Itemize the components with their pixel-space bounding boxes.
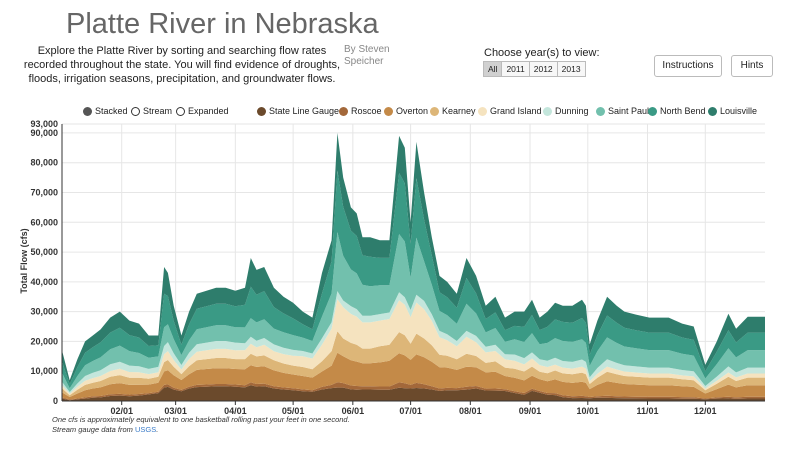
view-option-expanded[interactable]: Expanded [176,106,229,116]
x-tick-label: 03/01 [164,406,187,416]
area-louisville[interactable] [62,132,765,385]
legend-swatch [430,106,439,116]
legend-label: Roscoe [351,106,382,116]
footnote-line2: Stream gauge data from USGS. [52,425,350,435]
x-tick-label: 06/01 [342,406,365,416]
x-tick-label: 09/01 [519,406,542,416]
y-tick-label: 10,000 [30,366,58,376]
x-tick-label: 07/01 [399,406,422,416]
radio-icon [131,106,140,116]
y-axis-label: Total Flow (cfs) [19,228,29,293]
year-button-2011[interactable]: 2011 [501,61,530,77]
x-tick-label: 08/01 [459,406,482,416]
legend-item-louisville[interactable]: Louisville [708,106,757,116]
legend-label: Overton [396,106,429,116]
footnote: One cfs is approximately equivalent to o… [52,415,350,435]
legend-item-grand-island[interactable]: Grand Island [478,106,542,116]
page-title: Platte River in Nebraska [66,8,379,40]
legend-label: State Line Gauge [269,106,340,116]
y-tick-label: 20,000 [30,336,58,346]
x-tick-label: 11/01 [636,406,658,416]
author-byline: By Steven Speicher [344,44,390,67]
year-button-2012[interactable]: 2012 [528,61,558,77]
legend-item-kearney[interactable]: Kearney [430,106,476,116]
y-tick-label: 70,000 [30,188,58,198]
area-grand-island[interactable] [62,299,765,396]
area-north-bend[interactable] [62,170,765,389]
y-tick-label: 93,000 [30,119,58,129]
area-saint-paul[interactable] [62,232,765,392]
intro-text: Explore the Platte River by sorting and … [23,45,341,85]
area-overton[interactable] [62,352,765,400]
y-tick-label: 80,000 [30,158,58,168]
hints-button[interactable]: Hints [731,55,773,77]
year-selector: All 2011 2012 2013 [483,61,586,77]
area-kearney[interactable] [62,331,765,397]
instructions-button[interactable]: Instructions [654,55,722,77]
x-tick-label: 12/01 [694,406,717,416]
x-tick-label: 02/01 [110,406,133,416]
legend-item-dunning[interactable]: Dunning [543,106,589,116]
legend-item-saint-paul[interactable]: Saint Paul [596,106,649,116]
y-tick-label: 0 [53,396,58,406]
legend-swatch [478,106,487,116]
legend-swatch [543,106,552,116]
footnote-line1: One cfs is approximately equivalent to o… [52,415,350,424]
y-tick-label: 30,000 [30,307,58,317]
legend-item-north-bend[interactable]: North Bend [648,106,706,116]
year-button-2013[interactable]: 2013 [556,61,586,77]
usgs-link[interactable]: USGS [134,425,157,434]
view-option-stream[interactable]: Stream [131,106,172,116]
legend-label: North Bend [660,106,706,116]
view-option-label: Stream [143,106,173,116]
y-tick-label: 50,000 [30,247,58,257]
x-tick-label: 10/01 [577,406,600,416]
legend-swatch [257,106,266,116]
legend-swatch [648,106,657,116]
y-tick-label: 90,000 [30,128,58,138]
legend-item-roscoe[interactable]: Roscoe [339,106,382,116]
legend-label: Louisville [720,106,758,116]
legend-swatch [596,106,605,116]
radio-icon [83,106,92,116]
legend-label: Dunning [555,106,589,116]
view-option-label: Expanded [188,106,229,116]
legend-swatch [708,106,717,116]
legend-item-state-line-gauge[interactable]: State Line Gauge [257,106,339,116]
legend-label: Grand Island [490,106,542,116]
legend-swatch [384,106,393,116]
y-tick-label: 40,000 [30,277,58,287]
legend-label: Saint Paul [608,106,650,116]
footnote-suffix: . [156,425,159,434]
legend-label: Kearney [442,106,476,116]
area-state-line-gauge[interactable] [62,385,765,401]
legend-item-overton[interactable]: Overton [384,106,428,116]
y-tick-label: 60,000 [30,217,58,227]
area-roscoe[interactable] [62,382,765,401]
radio-icon [176,106,185,116]
view-option-stacked[interactable]: Stacked [83,106,128,116]
x-tick-label: 04/01 [224,406,247,416]
year-selector-label: Choose year(s) to view: [484,47,600,59]
view-option-label: Stacked [95,106,128,116]
legend-swatch [339,106,348,116]
x-tick-label: 05/01 [282,406,305,416]
footnote-prefix: Stream gauge data from [52,425,133,434]
